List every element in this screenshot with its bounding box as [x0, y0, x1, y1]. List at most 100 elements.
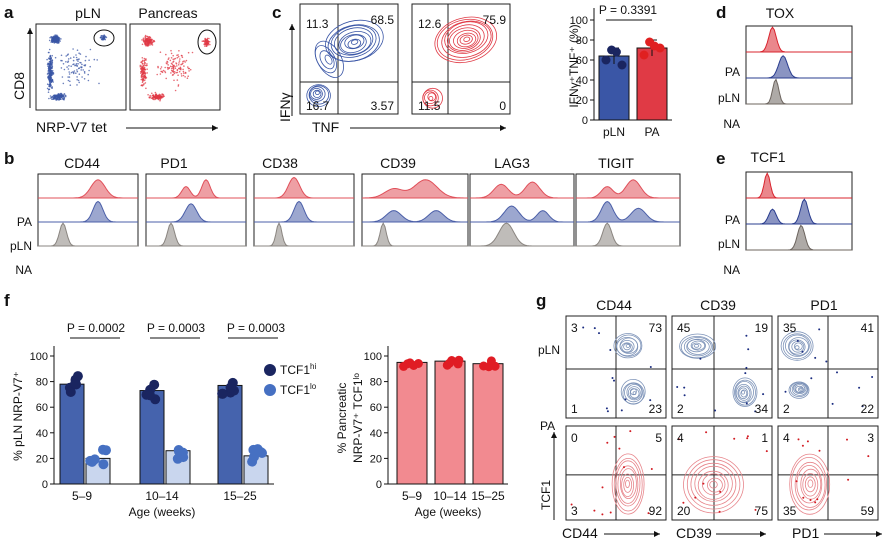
contour-line: [679, 333, 716, 359]
outlier-dot: [613, 435, 616, 438]
cell-dot: [149, 39, 151, 41]
contour-line: [694, 465, 733, 502]
cell-dot: [171, 65, 173, 68]
replicate-point: [72, 371, 83, 382]
cell-dot: [172, 58, 174, 61]
cell-dot: [142, 70, 145, 72]
ytick-label: 80: [576, 35, 588, 47]
contour-line: [620, 468, 637, 500]
outlier-dot: [582, 326, 585, 329]
cell-dot: [83, 64, 85, 67]
cell-dot: [160, 66, 163, 68]
cell-dot: [160, 96, 162, 99]
contour-line: [690, 462, 737, 506]
cell-dot: [67, 60, 70, 62]
contour-line: [707, 477, 723, 493]
cell-dot: [145, 40, 147, 43]
marker-histogram-tigit: [576, 222, 680, 247]
cell-dot: [57, 93, 59, 96]
barc-cat-pa: PA: [644, 125, 659, 139]
histogram-frame: [745, 25, 853, 105]
quadrant-value-tr: 19: [755, 321, 769, 335]
cell-dot: [48, 72, 51, 75]
contour-line: [735, 380, 754, 404]
contour-line: [793, 342, 803, 351]
cell-dot: [62, 96, 64, 98]
cell-dot: [141, 43, 144, 46]
bar-pancreatic-10–14: [434, 360, 466, 485]
cell-dot: [154, 98, 156, 101]
cell-dot: [141, 77, 143, 79]
cell-dot: [49, 82, 52, 84]
ytick-label: 100: [30, 351, 48, 363]
cell-dot: [47, 76, 49, 79]
cell-dot: [77, 79, 80, 82]
contour-line: [791, 457, 827, 511]
cell-dot: [157, 97, 160, 100]
cell-dot: [57, 97, 59, 99]
cell-dot: [69, 80, 71, 83]
contour-line: [453, 29, 479, 49]
outlier-dot: [762, 393, 765, 396]
cell-dot: [52, 40, 54, 43]
outlier-dot: [609, 349, 612, 351]
contour-line: [350, 39, 359, 45]
cell-dot: [79, 61, 81, 64]
quadrant-value-br: 34: [755, 402, 769, 416]
cell-dot: [48, 85, 50, 88]
outlier-dot: [846, 438, 848, 441]
contour-line: [615, 334, 642, 357]
marker-histogram-cd44: [38, 222, 138, 247]
panel-e-label: e: [716, 149, 725, 168]
contour-line: [799, 387, 803, 391]
outlier-dot: [650, 468, 653, 470]
barf-ticks: 0 20 40 60 80 100: [30, 351, 54, 491]
cell-dot: [155, 95, 157, 97]
cell-dot: [142, 40, 145, 42]
cell-dot: [165, 53, 167, 56]
contour-line: [740, 389, 748, 398]
outlier-dot: [836, 371, 838, 374]
barf2-cat-10-14: 10–14: [433, 489, 467, 503]
cell-dot: [68, 65, 70, 67]
panel-a-xlabel: NRP-V7 tet: [36, 119, 107, 135]
cell-dot: [50, 67, 52, 69]
cell-dot: [142, 75, 145, 78]
outlier-dot: [784, 390, 787, 393]
cell-dot: [176, 79, 179, 81]
pancreas-tetramer-gate: [197, 29, 217, 55]
cell-dot: [59, 98, 61, 100]
outlier-dot: [676, 386, 679, 388]
cell-dot: [187, 75, 189, 77]
quad-tl-1: 11.3: [306, 17, 329, 31]
cell-dot: [69, 84, 72, 86]
cell-dot: [159, 73, 162, 75]
outlier-dot: [683, 394, 686, 397]
contour-line: [790, 381, 809, 397]
contour-line: [428, 96, 434, 101]
cell-dot: [187, 66, 189, 68]
cell-dot: [60, 59, 62, 62]
cell-dot: [103, 36, 105, 38]
cell-dot: [48, 67, 51, 70]
cell-dot: [59, 95, 61, 98]
contour-line: [310, 88, 323, 100]
cell-dot: [142, 73, 145, 75]
cell-dot: [144, 72, 147, 74]
legend-tcf1hi-marker: [264, 364, 276, 376]
panel-c-contour-pa: [411, 3, 511, 115]
outlier-dot: [745, 334, 748, 337]
contour-line: [785, 334, 810, 357]
cell-dot: [167, 68, 169, 70]
cell-dot: [143, 74, 145, 77]
contour-line: [802, 473, 819, 497]
cell-dot: [51, 95, 54, 98]
marker-title-cd39: CD39: [380, 155, 416, 171]
panel-a-ylabel: CD8: [11, 72, 27, 100]
cell-dot: [79, 53, 82, 55]
cell-dot: [50, 71, 52, 74]
ytick-label: 40: [370, 428, 382, 440]
cell-dot: [141, 81, 144, 84]
ytick-label: 0: [582, 115, 588, 127]
cell-dot: [143, 79, 146, 82]
